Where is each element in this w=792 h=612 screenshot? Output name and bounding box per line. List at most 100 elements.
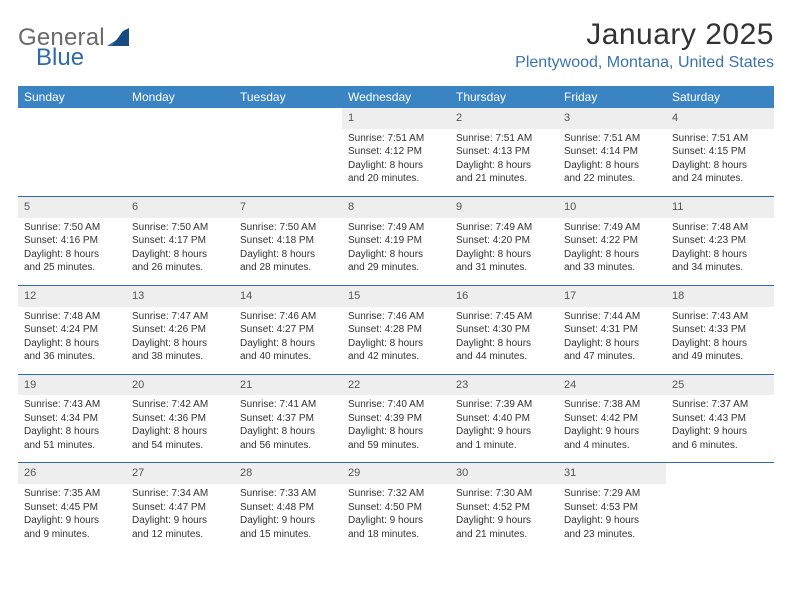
day-body: Sunrise: 7:35 AMSunset: 4:45 PMDaylight:… [18,484,126,551]
day-line: Sunrise: 7:51 AM [456,132,552,146]
day-cell: 19Sunrise: 7:43 AMSunset: 4:34 PMDayligh… [18,374,126,463]
day-line: Daylight: 9 hours [132,514,228,528]
day-number: 14 [234,286,342,307]
day-line: Daylight: 9 hours [564,514,660,528]
day-number: 15 [342,286,450,307]
day-line: Daylight: 8 hours [132,337,228,351]
day-line: Sunset: 4:16 PM [24,234,120,248]
day-number: 10 [558,197,666,218]
day-body: Sunrise: 7:41 AMSunset: 4:37 PMDaylight:… [234,395,342,462]
day-number: 7 [234,197,342,218]
day-line: Daylight: 9 hours [456,425,552,439]
day-cell [234,108,342,196]
location-text: Plentywood, Montana, United States [515,54,774,72]
day-line: Sunset: 4:13 PM [456,145,552,159]
day-body: Sunrise: 7:44 AMSunset: 4:31 PMDaylight:… [558,307,666,374]
day-line: Daylight: 8 hours [564,248,660,262]
calendar-head: Sunday Monday Tuesday Wednesday Thursday… [18,86,774,108]
day-body: Sunrise: 7:29 AMSunset: 4:53 PMDaylight:… [558,484,666,551]
day-number: 3 [558,108,666,129]
day-line: and 31 minutes. [456,261,552,275]
day-body: Sunrise: 7:33 AMSunset: 4:48 PMDaylight:… [234,484,342,551]
day-line: Sunset: 4:27 PM [240,323,336,337]
day-cell: 4Sunrise: 7:51 AMSunset: 4:15 PMDaylight… [666,108,774,196]
day-line: Sunset: 4:42 PM [564,412,660,426]
day-number: 17 [558,286,666,307]
day-line: Daylight: 8 hours [348,425,444,439]
day-line: and 54 minutes. [132,439,228,453]
day-cell [126,108,234,196]
day-line: Sunrise: 7:50 AM [240,221,336,235]
day-body: Sunrise: 7:51 AMSunset: 4:13 PMDaylight:… [450,129,558,196]
day-cell: 2Sunrise: 7:51 AMSunset: 4:13 PMDaylight… [450,108,558,196]
day-body: Sunrise: 7:51 AMSunset: 4:14 PMDaylight:… [558,129,666,196]
day-line: and 59 minutes. [348,439,444,453]
col-header: Tuesday [234,86,342,108]
day-cell: 27Sunrise: 7:34 AMSunset: 4:47 PMDayligh… [126,463,234,551]
week-row: 19Sunrise: 7:43 AMSunset: 4:34 PMDayligh… [18,374,774,463]
day-line: Sunrise: 7:33 AM [240,487,336,501]
day-cell [666,463,774,551]
logo-mark-icon [107,28,133,48]
day-body: Sunrise: 7:50 AMSunset: 4:17 PMDaylight:… [126,218,234,285]
day-line: and 40 minutes. [240,350,336,364]
day-line: Daylight: 8 hours [564,337,660,351]
day-line: Sunrise: 7:41 AM [240,398,336,412]
day-line: and 22 minutes. [564,172,660,186]
day-line: Sunrise: 7:49 AM [456,221,552,235]
day-line: Daylight: 8 hours [24,425,120,439]
day-body: Sunrise: 7:37 AMSunset: 4:43 PMDaylight:… [666,395,774,462]
day-line: Daylight: 8 hours [240,337,336,351]
day-line: Daylight: 9 hours [672,425,768,439]
day-body: Sunrise: 7:34 AMSunset: 4:47 PMDaylight:… [126,484,234,551]
day-line: Daylight: 8 hours [132,248,228,262]
day-line: Sunset: 4:40 PM [456,412,552,426]
day-line: Sunset: 4:15 PM [672,145,768,159]
day-body: Sunrise: 7:32 AMSunset: 4:50 PMDaylight:… [342,484,450,551]
day-body [18,114,126,127]
day-line: Daylight: 8 hours [240,425,336,439]
day-line: Sunset: 4:22 PM [564,234,660,248]
day-body [666,469,774,482]
day-line: and 12 minutes. [132,528,228,542]
day-body: Sunrise: 7:38 AMSunset: 4:42 PMDaylight:… [558,395,666,462]
day-line: and 15 minutes. [240,528,336,542]
day-line: and 24 minutes. [672,172,768,186]
col-header: Thursday [450,86,558,108]
day-cell: 20Sunrise: 7:42 AMSunset: 4:36 PMDayligh… [126,374,234,463]
day-line: and 33 minutes. [564,261,660,275]
day-number: 5 [18,197,126,218]
day-cell: 9Sunrise: 7:49 AMSunset: 4:20 PMDaylight… [450,196,558,285]
day-cell: 18Sunrise: 7:43 AMSunset: 4:33 PMDayligh… [666,285,774,374]
day-number: 16 [450,286,558,307]
day-body: Sunrise: 7:50 AMSunset: 4:16 PMDaylight:… [18,218,126,285]
day-line: Sunset: 4:33 PM [672,323,768,337]
day-number: 31 [558,463,666,484]
day-cell: 23Sunrise: 7:39 AMSunset: 4:40 PMDayligh… [450,374,558,463]
day-line: Sunset: 4:39 PM [348,412,444,426]
day-number: 18 [666,286,774,307]
page-header: General January 2025 Plentywood, Montana… [18,18,774,72]
day-line: Daylight: 9 hours [240,514,336,528]
day-body: Sunrise: 7:42 AMSunset: 4:36 PMDaylight:… [126,395,234,462]
day-number: 29 [342,463,450,484]
day-line: and 51 minutes. [24,439,120,453]
day-line: Sunrise: 7:43 AM [672,310,768,324]
day-line: and 23 minutes. [564,528,660,542]
day-cell: 28Sunrise: 7:33 AMSunset: 4:48 PMDayligh… [234,463,342,551]
day-body: Sunrise: 7:47 AMSunset: 4:26 PMDaylight:… [126,307,234,374]
day-number: 30 [450,463,558,484]
day-body: Sunrise: 7:51 AMSunset: 4:15 PMDaylight:… [666,129,774,196]
day-number: 23 [450,375,558,396]
col-header: Friday [558,86,666,108]
day-number: 21 [234,375,342,396]
day-body: Sunrise: 7:30 AMSunset: 4:52 PMDaylight:… [450,484,558,551]
day-line: Sunset: 4:31 PM [564,323,660,337]
day-number: 26 [18,463,126,484]
week-row: 12Sunrise: 7:48 AMSunset: 4:24 PMDayligh… [18,285,774,374]
day-cell: 3Sunrise: 7:51 AMSunset: 4:14 PMDaylight… [558,108,666,196]
day-line: Sunrise: 7:35 AM [24,487,120,501]
day-line: Sunset: 4:17 PM [132,234,228,248]
day-body [126,114,234,127]
day-line: and 56 minutes. [240,439,336,453]
